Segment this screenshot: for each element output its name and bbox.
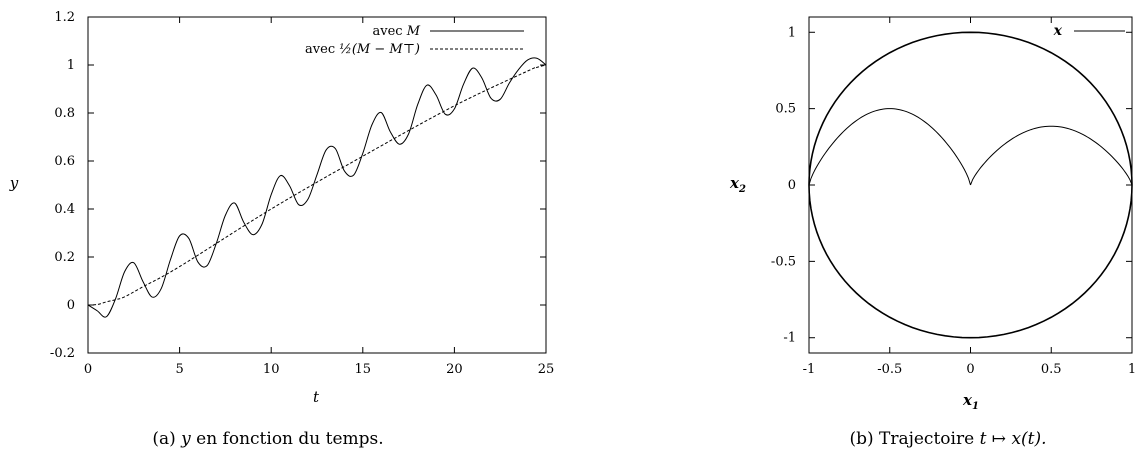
- y-tick-label-a-0: -0.2: [50, 346, 75, 361]
- x-tick-label-a-4: 20: [446, 362, 463, 377]
- x-tick-label-b-1: -0.5: [877, 362, 902, 377]
- chart-b-legend: x: [1053, 23, 1125, 39]
- chart-a-ticks: 0 5 10 15 20 25 -0.2 0 0.2 0.4 0.6 0.8 1 1.2: [50, 10, 554, 377]
- legend-a-1: avec ½(M − M⊤): [305, 42, 420, 57]
- x-tick-label-a-0: 0: [84, 362, 92, 377]
- y-tick-label-a-1: 0: [67, 298, 75, 313]
- series-avec-m-line: [87, 57, 547, 318]
- caption-b: (b) Trajectoire t ↦ x(t).: [849, 429, 1046, 449]
- x-tick-label-a-3: 15: [355, 362, 372, 377]
- series-antisym-line: [87, 64, 547, 306]
- chart-b-xlabel: x1: [962, 391, 979, 412]
- chart-b-ticks: -1 -0.5 0 0.5 1 -1 -0.5 0 0.5 1: [771, 17, 1135, 377]
- chart-a-legend: avec M avec ½(M − M⊤): [305, 24, 524, 57]
- x-tick-label-a-5: 25: [538, 362, 555, 377]
- y-tick-label-a-2: 0.2: [54, 250, 75, 265]
- legend-b-0: x: [1053, 23, 1063, 39]
- caption-a: (a) y en fonction du temps.: [152, 429, 383, 449]
- x-tick-label-a-2: 10: [263, 362, 280, 377]
- trajectory-circle: [808, 31, 1133, 339]
- legend-a-0: avec M: [372, 24, 420, 39]
- chart-a-frame: [87, 16, 547, 354]
- x-tick-label-a-1: 5: [175, 362, 183, 377]
- y-tick-label-a-5: 0.8: [54, 106, 75, 121]
- y-tick-label-b-0: -1: [783, 331, 796, 346]
- y-tick-label-b-2: 0: [788, 178, 796, 193]
- chart-a-ylabel: y: [9, 174, 19, 192]
- y-tick-label-b-3: 0.5: [775, 102, 796, 117]
- chart-a: 0 5 10 15 20 25 -0.2 0 0.2 0.4 0.6 0.8 1 1.2 y t avec…: [9, 10, 555, 406]
- chart-a-xlabel: t: [313, 388, 320, 406]
- x-tick-label-b-2: 0: [966, 362, 974, 377]
- x-tick-label-b-3: 0.5: [1041, 362, 1062, 377]
- y-tick-label-a-3: 0.4: [54, 202, 75, 217]
- trajectory-arc-right: [970, 125, 1133, 186]
- y-tick-label-b-4: 1: [788, 25, 796, 40]
- chart-b-ylabel: x2: [729, 174, 746, 195]
- chart-b: -1 -0.5 0 0.5 1 -1 -0.5 0 0.5 1 x2 x1 x: [729, 16, 1135, 412]
- x-tick-label-b-0: -1: [803, 362, 816, 377]
- y-tick-label-a-6: 1: [67, 58, 75, 73]
- x-tick-label-b-4: 1: [1128, 362, 1135, 377]
- y-tick-label-b-1: -0.5: [771, 254, 796, 269]
- y-tick-label-a-4: 0.6: [54, 154, 75, 169]
- y-tick-label-a-7: 1.2: [54, 10, 75, 25]
- trajectory-arc-left: [808, 108, 971, 186]
